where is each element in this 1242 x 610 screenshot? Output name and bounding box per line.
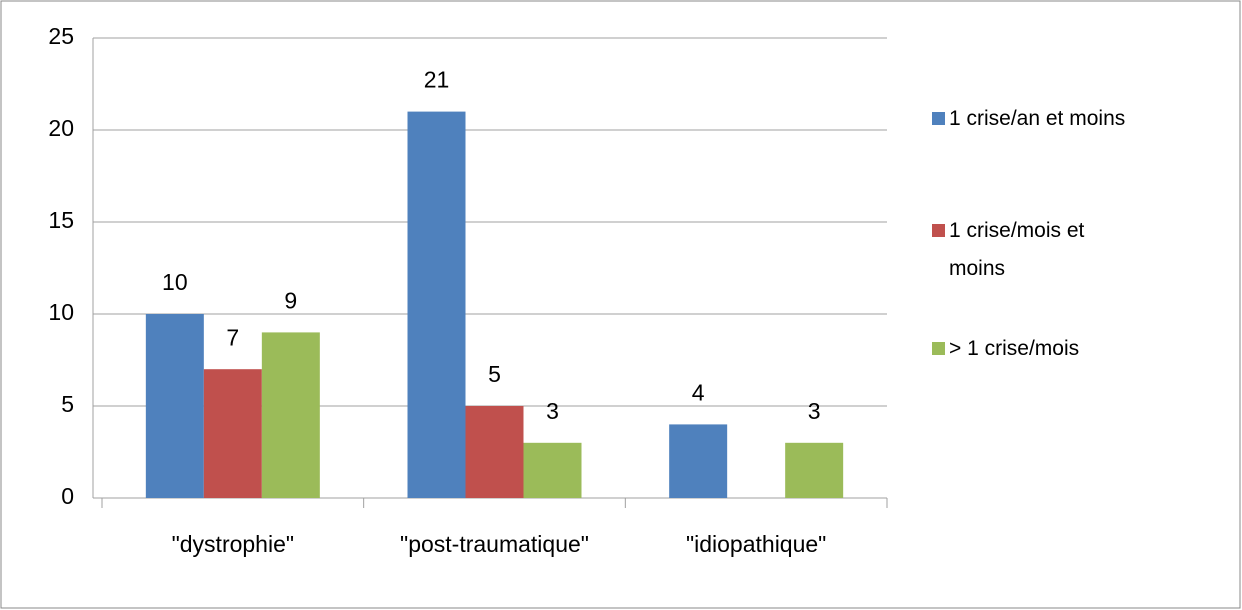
bar (261, 332, 320, 498)
y-tick-label: 20 (48, 115, 74, 141)
legend-label: 1 crise/mois et moins (949, 219, 1085, 280)
value-label: 4 (692, 379, 705, 405)
y-tick-label: 15 (48, 207, 74, 233)
bar (203, 369, 262, 498)
bar (407, 111, 466, 498)
legend-swatch (932, 112, 945, 125)
legend-label: 1 crise/an et moins (949, 107, 1126, 130)
legend-item: > 1 crise/mois (932, 330, 1162, 368)
bar (465, 406, 524, 498)
value-label: 10 (162, 269, 188, 295)
legend-label: > 1 crise/mois (949, 337, 1080, 360)
value-label: 5 (488, 361, 501, 387)
x-tick-label: "dystrophie" (172, 531, 294, 557)
bar (785, 442, 844, 498)
bar (145, 314, 204, 498)
legend-swatch (932, 342, 945, 355)
value-label: 3 (808, 398, 821, 424)
x-tick-label: "post-traumatique" (400, 531, 589, 557)
y-tick-label: 5 (61, 391, 74, 417)
value-label: 7 (226, 324, 239, 350)
legend-item: 1 crise/an et moins (932, 100, 1162, 138)
y-tick-label: 0 (61, 483, 74, 509)
value-label: 21 (424, 67, 450, 93)
value-label: 9 (284, 287, 297, 313)
x-tick-label: "idiopathique" (686, 531, 826, 557)
y-tick-label: 25 (48, 23, 74, 49)
bar (669, 424, 728, 498)
legend-swatch (932, 224, 945, 237)
y-tick-label: 10 (48, 299, 74, 325)
bar (523, 442, 582, 498)
value-label: 3 (546, 398, 559, 424)
legend-item: 1 crise/mois et moins (932, 212, 1162, 288)
